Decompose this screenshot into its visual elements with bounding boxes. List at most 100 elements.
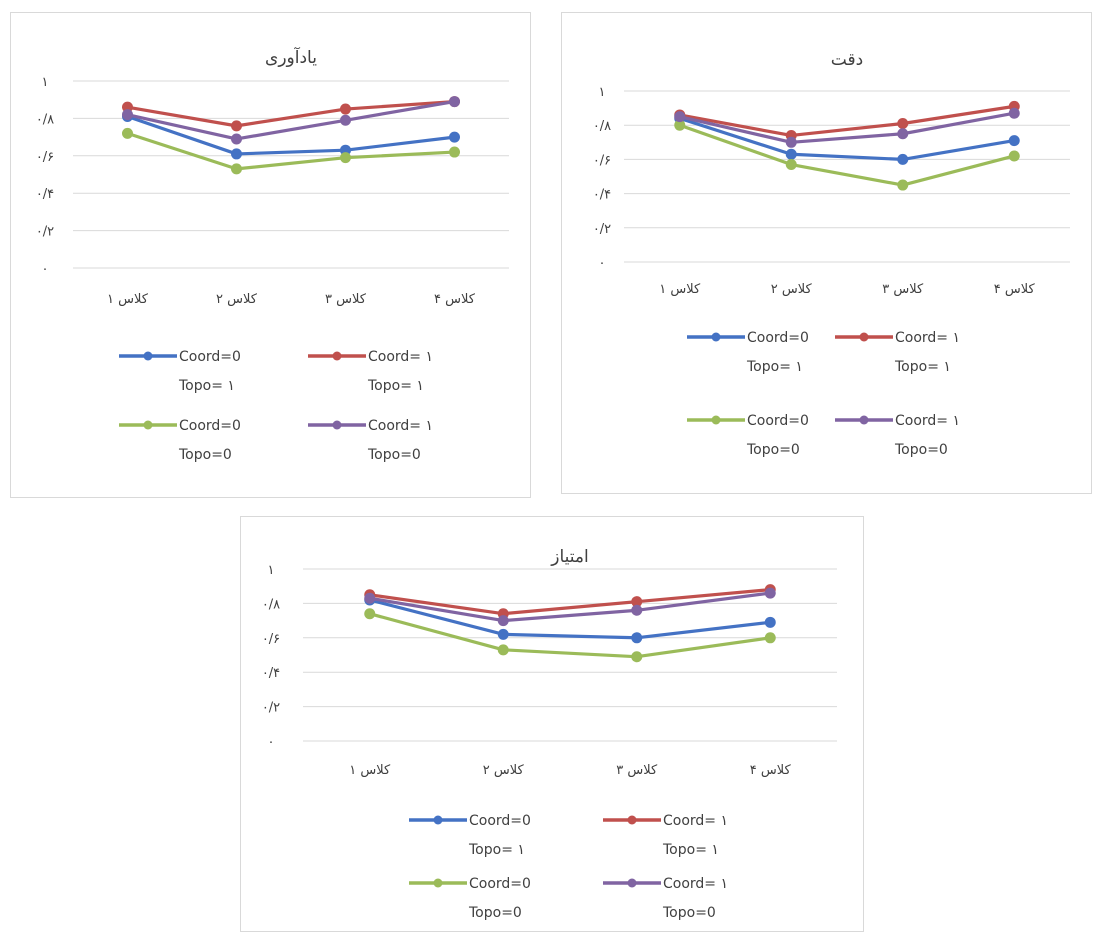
data-point bbox=[340, 114, 351, 126]
legend-swatch-marker bbox=[711, 332, 721, 342]
x-tick-label: کلاس ۳ bbox=[882, 282, 924, 297]
legend-swatch-marker bbox=[332, 351, 342, 361]
series-line bbox=[678, 111, 1016, 144]
x-tick-label: کلاس ۳ bbox=[616, 763, 658, 778]
data-point bbox=[1008, 135, 1020, 147]
legend-swatch-marker bbox=[627, 815, 637, 825]
data-point bbox=[631, 604, 643, 616]
legend-label: Coord= ۱ bbox=[663, 876, 728, 892]
x-tick-label: کلاس ۲ bbox=[771, 282, 813, 297]
legend-label: Topo=0 bbox=[746, 442, 800, 458]
y-tick-label: ۱ bbox=[599, 85, 606, 100]
data-point bbox=[231, 120, 242, 132]
x-tick-label: کلاس ۳ bbox=[325, 292, 367, 307]
legend-label: Topo= ۱ bbox=[178, 378, 235, 394]
legend-label: Coord= ۱ bbox=[663, 813, 728, 829]
x-tick-label: کلاس ۲ bbox=[483, 763, 525, 778]
y-tick-label: ۰/۶ bbox=[593, 153, 611, 168]
legend-swatch-marker bbox=[627, 878, 637, 888]
x-tick-label: کلاس ۲ bbox=[216, 292, 258, 307]
legend-swatch-marker bbox=[433, 815, 443, 825]
x-tick-label: کلاس ۱ bbox=[659, 282, 701, 297]
legend-label: Coord= ۱ bbox=[895, 330, 960, 346]
x-tick-label: کلاس ۴ bbox=[434, 292, 476, 307]
legend-swatch-marker bbox=[143, 351, 153, 361]
legend-label: Topo=0 bbox=[468, 905, 522, 921]
legend-label: Coord= ۱ bbox=[895, 413, 960, 429]
data-point bbox=[1008, 107, 1020, 119]
data-point bbox=[449, 131, 460, 143]
chart-title: یادآوری bbox=[265, 46, 317, 68]
legend-swatch-marker bbox=[143, 420, 153, 430]
series-line bbox=[678, 104, 1016, 138]
legend-label: Coord= ۱ bbox=[368, 418, 433, 434]
legend-label: Coord=0 bbox=[747, 413, 809, 429]
legend-swatch-marker bbox=[711, 415, 721, 425]
legend-swatch-marker bbox=[859, 332, 869, 342]
legend-label: Coord=0 bbox=[179, 418, 241, 434]
legend-label: Coord=0 bbox=[469, 876, 531, 892]
data-point bbox=[897, 117, 909, 129]
data-point bbox=[231, 133, 242, 145]
y-tick-label: ۰ bbox=[599, 256, 606, 271]
y-tick-label: ۰/۴ bbox=[36, 187, 54, 202]
chart-title: امتیاز bbox=[550, 547, 588, 567]
chart-precision: دقت ۰ ۰/۲ ۰/۴ ۰/۶ ۰/۸ ۱ کلاس ۱ کلاس ۲ کلاس ۳ کلاس … bbox=[561, 12, 1092, 494]
data-point bbox=[897, 179, 909, 191]
data-point bbox=[449, 146, 460, 158]
data-point bbox=[497, 615, 509, 627]
data-point bbox=[340, 103, 351, 115]
y-tick-label: ۱ bbox=[42, 75, 49, 90]
series-line bbox=[678, 116, 1016, 161]
y-tick-label: ۰ bbox=[268, 735, 275, 750]
data-point bbox=[497, 628, 509, 640]
x-tick-label: کلاس ۱ bbox=[349, 763, 391, 778]
legend-swatch-marker bbox=[859, 415, 869, 425]
data-point bbox=[122, 127, 133, 139]
legend-label: Topo= ۱ bbox=[746, 359, 803, 375]
chart-score-svg: امتیاز ۰ ۰/۲ ۰/۴ ۰/۶ ۰/۸ ۱ کلاس ۱ کلاس ۲ کلاس ۳ کل… bbox=[262, 547, 837, 921]
series-line bbox=[125, 131, 457, 171]
x-tick-label: کلاس ۴ bbox=[994, 282, 1036, 297]
series-line bbox=[368, 588, 772, 616]
series-line bbox=[368, 591, 772, 623]
data-point bbox=[785, 136, 797, 148]
y-tick-label: ۰ bbox=[42, 262, 49, 277]
data-point bbox=[1008, 150, 1020, 162]
legend-label: Coord=0 bbox=[179, 349, 241, 365]
legend-label: Topo= ۱ bbox=[894, 359, 951, 375]
chart-recall-svg: یادآوری ۰ ۰/۲ ۰/۴ ۰/۶ ۰/۸ ۱ کلاس ۱ کلاس ۲ کلاس ۳ ک… bbox=[36, 46, 509, 463]
y-tick-label: ۰/۸ bbox=[36, 112, 54, 127]
legend-label: Coord=0 bbox=[747, 330, 809, 346]
y-tick-label: ۱ bbox=[268, 563, 275, 578]
data-point bbox=[631, 632, 643, 644]
y-tick-label: ۰/۴ bbox=[262, 666, 280, 681]
legend-label: Coord=0 bbox=[469, 813, 531, 829]
series-line bbox=[368, 598, 772, 640]
data-point bbox=[897, 153, 909, 165]
data-point bbox=[449, 96, 460, 108]
y-tick-label: ۰/۸ bbox=[593, 119, 611, 134]
series-line bbox=[125, 99, 457, 141]
y-tick-label: ۰/۲ bbox=[36, 225, 54, 240]
data-point bbox=[764, 632, 776, 644]
data-point bbox=[785, 159, 797, 171]
series-line bbox=[368, 612, 772, 659]
data-point bbox=[631, 596, 643, 608]
legend-label: Topo= ۱ bbox=[662, 842, 719, 858]
y-tick-label: ۰/۲ bbox=[593, 222, 611, 237]
legend-swatch-marker bbox=[332, 420, 342, 430]
x-tick-label: کلاس ۴ bbox=[750, 763, 792, 778]
y-tick-label: ۰/۶ bbox=[36, 150, 54, 165]
data-point bbox=[231, 163, 242, 175]
series-line bbox=[125, 114, 457, 156]
series-line bbox=[678, 123, 1016, 187]
y-tick-label: ۰/۶ bbox=[262, 632, 280, 647]
data-point bbox=[631, 651, 643, 663]
chart-title: دقت bbox=[831, 50, 863, 70]
data-point bbox=[340, 152, 351, 164]
data-point bbox=[764, 616, 776, 628]
legend-label: Topo=0 bbox=[367, 447, 421, 463]
legend-label: Topo= ۱ bbox=[468, 842, 525, 858]
y-tick-label: ۰/۴ bbox=[593, 188, 611, 203]
